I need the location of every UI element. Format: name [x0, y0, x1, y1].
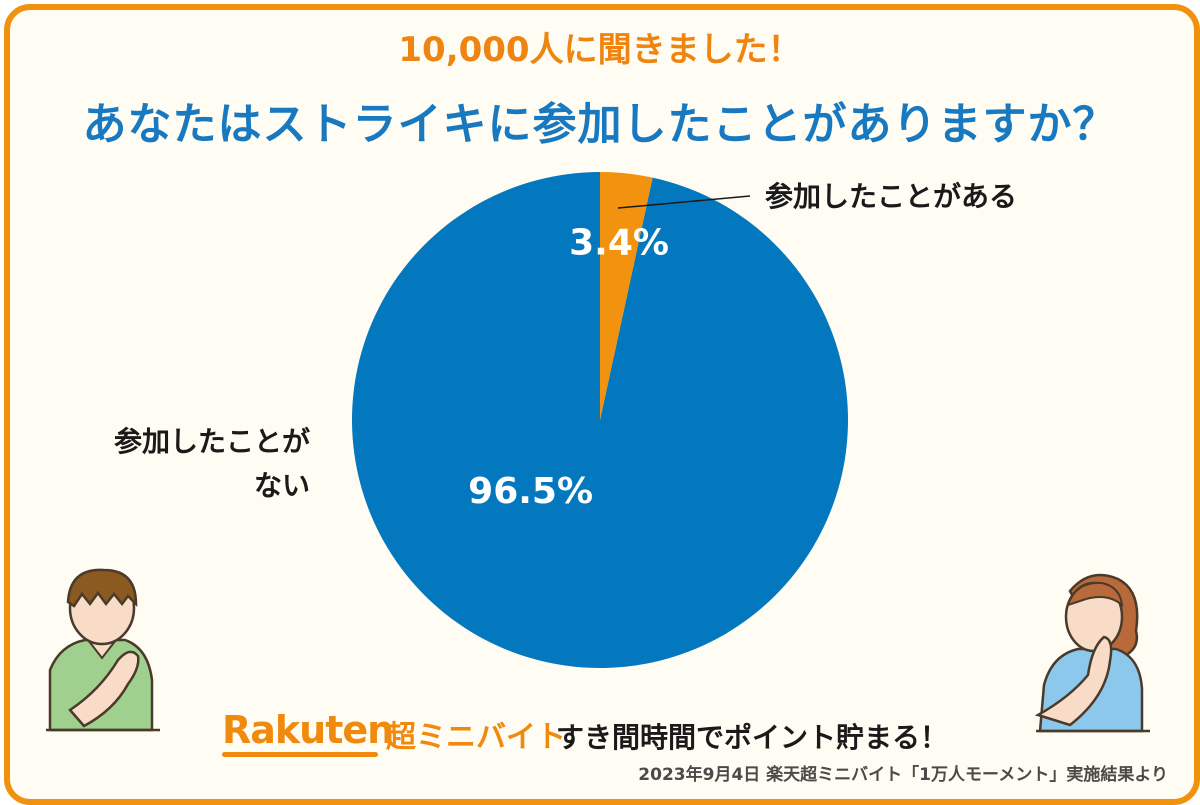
label-has-participated: 参加したことがある — [765, 180, 1018, 213]
tagline: すき間時間でポイント貯まる！ — [556, 721, 949, 754]
chart-title: あなたはストライキに参加したことがありますか？ — [82, 99, 1118, 150]
thinking-man-illustration — [46, 568, 160, 732]
thinking-woman-illustration — [1034, 573, 1150, 733]
pie-slice-1 — [351, 172, 848, 668]
label-not-participated-line1: 参加したことが — [113, 425, 310, 458]
pie-value-label-0: 3.4% — [569, 222, 669, 263]
label-not-participated-line2: ない — [253, 469, 310, 502]
brand-service-name: 超ミニバイト — [386, 720, 566, 755]
pie-value-label-1: 96.5% — [468, 471, 593, 512]
brand-logo-underline — [222, 752, 378, 757]
survey-subtitle: 10,000人に聞きました！ — [398, 30, 802, 70]
callout-line — [617, 195, 751, 209]
source-note: 2023年9月4日 楽天超ミニバイト「1万人モーメント」実施結果より — [638, 765, 1168, 785]
pie-slice-0 — [600, 172, 653, 420]
label-not-participated: 参加したことが ない — [60, 420, 310, 508]
brand-logo: Rakuten — [222, 708, 394, 752]
